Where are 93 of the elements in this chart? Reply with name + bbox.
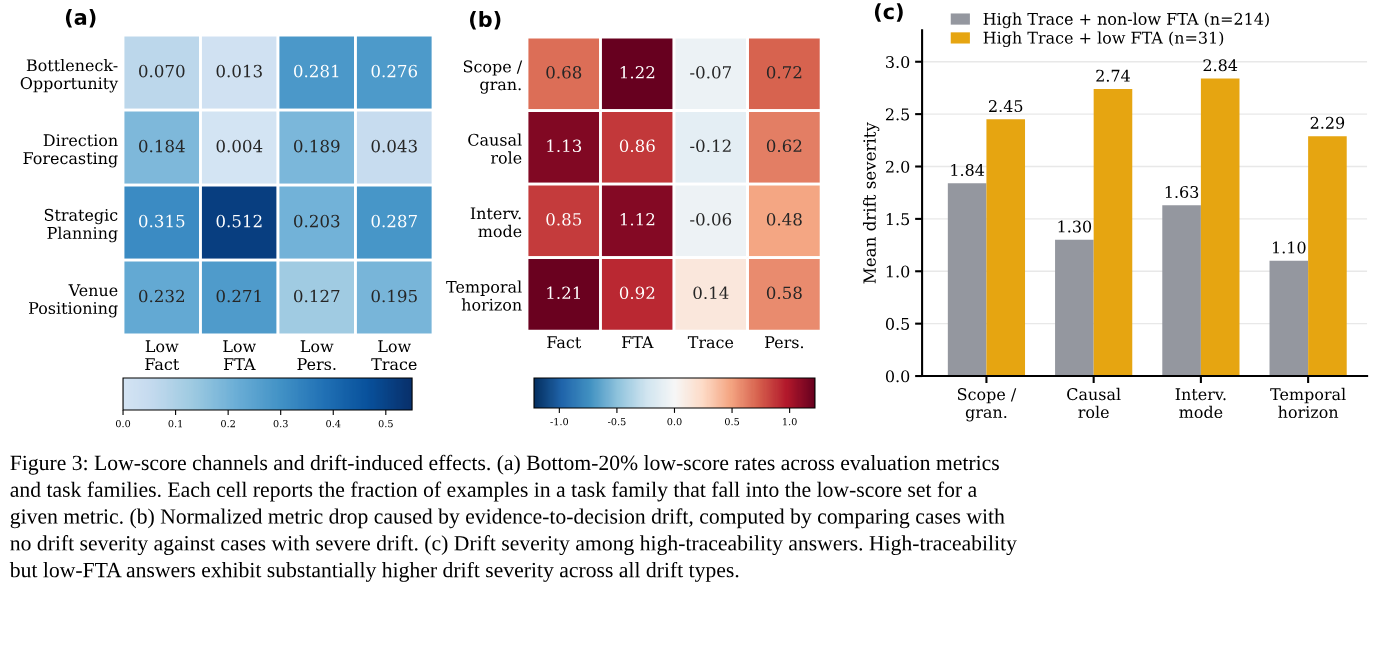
x-tick-label: Low Trace (371, 340, 417, 371)
color-bar-label: 0.2 (221, 419, 235, 428)
y-tick-label: 1.5 (886, 213, 910, 226)
data-label: 0.276 (371, 64, 418, 78)
data-label: 0.281 (294, 64, 339, 78)
x-tick-label: Fact (547, 336, 582, 349)
color-bar-label: 0.5 (378, 419, 393, 428)
y-tick-label: Bottleneck- Opportunity (20, 58, 119, 93)
data-label: 0.48 (766, 213, 802, 226)
y-tick-label: Temporal horizon (446, 280, 522, 311)
data-label: 1.63 (1165, 185, 1199, 199)
data-label: 1.12 (620, 213, 655, 226)
data-label: 0.070 (139, 64, 185, 78)
x-tick-label: Pers. (765, 336, 804, 349)
data-label: 0.92 (619, 286, 655, 300)
data-label: -0.06 (690, 213, 732, 226)
data-label: -0.07 (690, 66, 731, 79)
bar (1269, 260, 1309, 377)
x-tick-label: Causal role (1067, 387, 1121, 419)
data-label: 0.512 (216, 214, 262, 228)
data-label: 0.184 (139, 139, 185, 153)
color-bar-label: 0.0 (667, 417, 682, 426)
y-tick-label: 2.5 (885, 108, 910, 121)
data-label: 1.10 (1272, 241, 1306, 254)
data-label: 0.271 (216, 289, 261, 303)
color-bar-label: -1.0 (550, 417, 569, 426)
data-label: 2.29 (1310, 116, 1345, 129)
data-label: 1.84 (951, 163, 985, 177)
data-label: 0.127 (294, 289, 340, 303)
color-bar-label: 0.5 (724, 417, 740, 426)
data-label: 1.21 (547, 286, 580, 300)
y-tick-label: Interv. mode (470, 207, 522, 238)
y-tick-label: Direction Forecasting (23, 134, 118, 168)
data-label: 1.30 (1058, 220, 1092, 233)
legend-label: High Trace + non-low FTA (n=214) (983, 12, 1269, 29)
color-bar-label: 0.3 (273, 419, 288, 428)
y-tick-label: Venue Positioning (28, 284, 118, 318)
data-label: 0.013 (216, 64, 262, 78)
x-tick-label: Low Pers. (297, 340, 336, 371)
x-tick-label: Low FTA (223, 340, 257, 370)
chart-title: (b) (470, 10, 501, 30)
data-label: 0.58 (766, 286, 802, 300)
y-tick-label: 0.0 (885, 370, 910, 383)
data-label: 0.72 (766, 66, 802, 79)
legend-label: High Trace + low FTA (n=31) (983, 31, 1224, 48)
y-tick-label: Causal role (468, 133, 522, 164)
bar (1093, 88, 1133, 377)
y-axis-title: Mean drift severity (862, 122, 880, 284)
data-label: 0.62 (766, 139, 802, 153)
y-tick-label: Strategic Planning (44, 208, 118, 243)
color-bar-label: 0.0 (115, 419, 131, 428)
y-tick-label: 3.0 (886, 55, 910, 69)
data-label: 0.287 (371, 214, 417, 228)
data-label: 0.68 (546, 66, 582, 79)
x-tick-label: Scope / gran. (957, 388, 1017, 422)
data-label: 0.195 (371, 289, 417, 303)
x-tick-label: Interv. mode (1175, 388, 1226, 419)
data-label: 0.203 (294, 214, 340, 228)
data-label: 0.004 (216, 139, 263, 153)
data-label: -0.12 (690, 139, 731, 153)
caption: Figure 3: Low-score channels and drift-induced effects. (a) Bottom-20% low-score rates across evaluation metrics and task families. Each cell reports the fraction of examples in a task family that fall into the low-score set for a given metric. (b) Normalized metric drop caused by evidence-to-decision drift, computed by comparing cases with no drift severity against cases with severe drift. (c) Drift severity among high-traceability answers. High-traceability but low-FTA answers exhibit substantially higher drift severity across all drift types. (9, 454, 1017, 582)
bar (1308, 136, 1347, 377)
y-tick-label: Scope / gran. (463, 60, 523, 94)
x-tick-label: Temporal horizon (1270, 387, 1346, 419)
x-tick-label: Low Fact (145, 340, 180, 371)
data-label: 0.232 (139, 289, 185, 303)
chart-title: (c) (874, 3, 903, 22)
color-bar-label: 1.0 (783, 417, 797, 426)
data-label: 1.22 (620, 66, 655, 79)
bar (1200, 78, 1240, 377)
data-label: 0.043 (371, 139, 417, 153)
data-label: 0.315 (139, 214, 185, 228)
data-label: 2.74 (1096, 69, 1130, 82)
data-label: 0.14 (693, 286, 729, 300)
data-label: 0.86 (619, 139, 655, 153)
y-tick-label: 0.5 (885, 317, 910, 330)
data-label: 2.84 (1203, 59, 1238, 72)
data-label: 0.189 (294, 139, 340, 153)
y-tick-label: 1.0 (886, 265, 910, 278)
color-bar-label: -0.5 (607, 417, 626, 426)
bar (1162, 205, 1201, 377)
data-label: 1.13 (547, 139, 582, 153)
data-label: 2.45 (989, 100, 1023, 113)
bar (986, 119, 1026, 377)
x-tick-label: FTA (621, 336, 654, 349)
data-label: 0.85 (546, 213, 582, 226)
color-bar-label: 0.4 (326, 419, 341, 428)
chart-title: (a) (65, 8, 96, 28)
bar (947, 183, 987, 377)
x-tick-label: Trace (687, 336, 734, 349)
y-tick-label: 2.0 (885, 160, 910, 173)
bar (1055, 239, 1094, 377)
color-bar-label: 0.1 (168, 419, 182, 428)
